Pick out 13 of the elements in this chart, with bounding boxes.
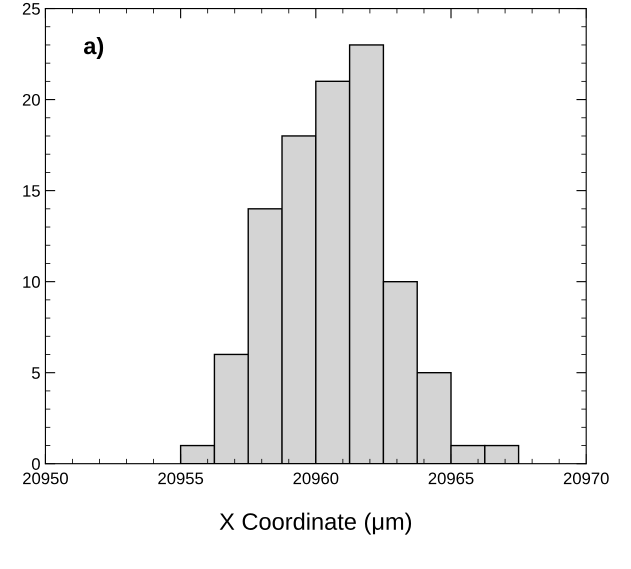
y-tick-label: 15 [23, 185, 40, 197]
y-tick-label: 0 [32, 458, 40, 470]
y-tick-label: 5 [32, 367, 40, 379]
x-tick-label: 20950 [23, 472, 68, 484]
y-tick-label: 10 [23, 276, 40, 288]
y-tick-label: 20 [22, 94, 40, 106]
x-tick-label: 20970 [564, 472, 609, 484]
x-tick-label: 20955 [158, 472, 204, 484]
x-axis-title: X Coordinate (μm) [220, 512, 412, 535]
y-tick-label: 25 [22, 2, 40, 15]
x-tick-label: 20965 [428, 472, 474, 484]
annotation: a) [84, 36, 104, 59]
x-tick-label: 20960 [293, 472, 338, 484]
